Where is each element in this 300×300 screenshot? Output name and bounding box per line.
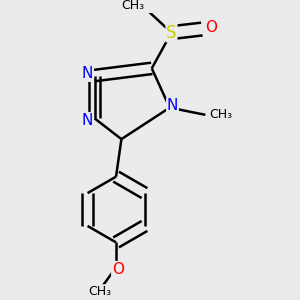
Text: O: O [205,20,217,35]
Text: O: O [112,262,124,277]
Text: N: N [82,113,93,128]
Text: N: N [167,98,178,113]
Text: CH₃: CH₃ [88,285,112,298]
Text: CH₃: CH₃ [209,108,232,121]
Text: S: S [166,24,177,42]
Text: N: N [82,66,93,81]
Text: CH₃: CH₃ [122,0,145,12]
